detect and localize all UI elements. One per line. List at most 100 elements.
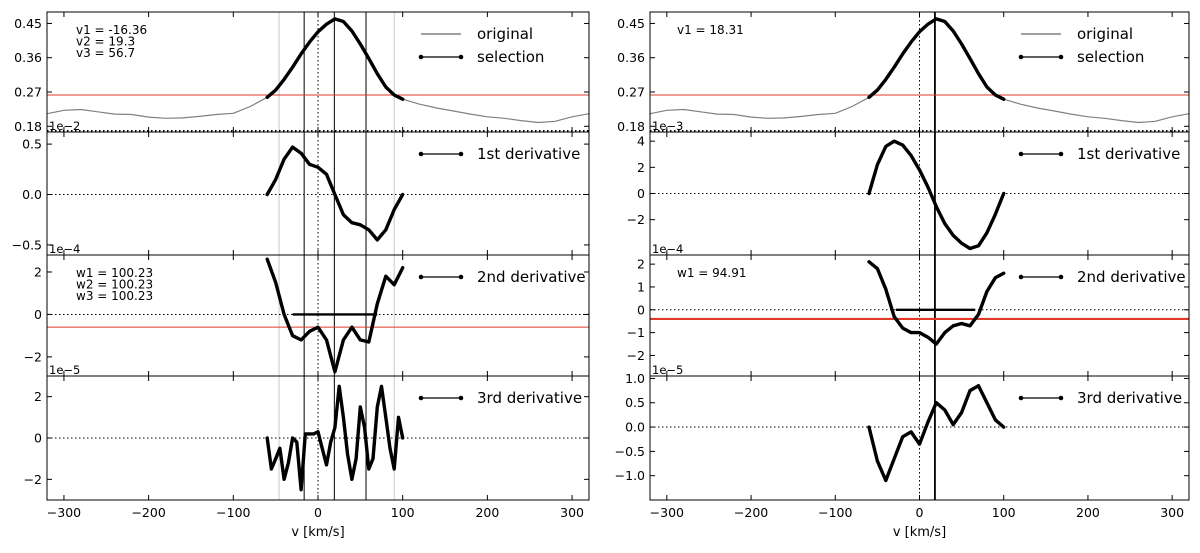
annotation-text: v1 = 18.31 xyxy=(677,23,744,37)
legend-marker xyxy=(458,54,464,60)
panel-spectrum: 0.18 0.27 0.36 0.45 1e−3 v1 = 18.31 original se… xyxy=(617,11,1190,134)
y-tick-label: 0.5 xyxy=(625,395,645,410)
legend-label: 3rd derivative xyxy=(1077,389,1182,407)
y-tick-label: 0.0 xyxy=(625,420,645,435)
y-tick-label: 1 xyxy=(637,279,645,294)
series-3rd-derivative xyxy=(265,384,405,492)
y-tick-label: −2 xyxy=(627,348,645,363)
panel-d1: −0.5 0.0 0.5 1e−4 1st derivative xyxy=(12,131,590,256)
y-tick-label: 2 xyxy=(637,160,645,175)
legend-marker xyxy=(1058,274,1064,280)
annotation-text: w1 = 94.91 xyxy=(677,266,747,280)
y-tick-label: 0 xyxy=(34,307,42,322)
x-tick-label: −100 xyxy=(216,505,250,520)
legend-label: selection xyxy=(477,48,544,66)
legend-marker xyxy=(458,274,464,280)
panel-d3: −1.0 −0.5 0.0 0.5 1.0 3rd derivative xyxy=(615,371,1190,501)
y-tick-label: 1.0 xyxy=(625,371,645,386)
legend-marker xyxy=(458,151,464,157)
x-tick-label: −200 xyxy=(131,505,165,520)
offset-text: 1e−2 xyxy=(49,119,80,133)
series-1st-derivative xyxy=(867,139,1006,251)
legend-label: 1st derivative xyxy=(477,145,580,163)
y-tick-label: 2 xyxy=(34,264,42,279)
x-axis-label: v [km/s] xyxy=(893,525,946,540)
plot-area xyxy=(47,132,589,255)
legend-marker xyxy=(1018,395,1024,401)
annotation-text: w1 = 100.23 xyxy=(76,266,153,280)
plot-area xyxy=(650,376,1189,500)
y-tick-label: 0.45 xyxy=(617,16,645,31)
subfigure-right: 0.18 0.27 0.36 0.45 1e−3 v1 = 18.31 original se… xyxy=(615,11,1190,540)
offset-text: 1e−5 xyxy=(49,363,80,377)
offset-text: 1e−4 xyxy=(652,242,683,256)
y-tick-label: 0.27 xyxy=(14,85,42,100)
legend-marker xyxy=(1058,54,1064,60)
x-tick-label: 200 xyxy=(1076,505,1100,520)
legend-label: selection xyxy=(1077,48,1144,66)
y-tick-label: 0.45 xyxy=(14,16,42,31)
x-tick-label: −100 xyxy=(818,505,852,520)
series-selection xyxy=(265,17,405,101)
legend-marker xyxy=(418,54,424,60)
x-tick-label: 100 xyxy=(391,505,415,520)
legend-marker xyxy=(418,151,424,157)
legend-marker xyxy=(1058,151,1064,157)
y-tick-label: 0.36 xyxy=(14,50,42,65)
y-tick-label: 0 xyxy=(637,302,645,317)
legend-label: 3rd derivative xyxy=(477,389,582,407)
series-1st-derivative xyxy=(265,145,405,242)
y-tick-label: −1.0 xyxy=(615,468,645,483)
y-tick-label: 0.18 xyxy=(617,119,645,134)
legend-label: original xyxy=(477,25,533,43)
legend-marker xyxy=(1018,274,1024,280)
x-tick-label: 100 xyxy=(992,505,1016,520)
panel-d1: −2 0 2 4 1e−4 1st derivative xyxy=(627,131,1190,256)
x-tick-label: −200 xyxy=(734,505,768,520)
x-tick-label: 300 xyxy=(1160,505,1184,520)
legend-marker xyxy=(458,395,464,401)
plot-area xyxy=(650,132,1189,255)
x-tick-label: −300 xyxy=(47,505,81,520)
legend-label: original xyxy=(1077,25,1133,43)
y-tick-label: −1 xyxy=(627,325,645,340)
legend-marker xyxy=(418,274,424,280)
series-selection xyxy=(867,17,1006,101)
plot-area xyxy=(47,376,589,500)
y-tick-label: −2 xyxy=(24,472,42,487)
legend-marker xyxy=(1018,151,1024,157)
x-tick-label: 300 xyxy=(560,505,584,520)
series-2nd-derivative xyxy=(867,260,1006,346)
x-tick-label: 200 xyxy=(475,505,499,520)
legend-marker xyxy=(1058,395,1064,401)
y-tick-label: 0.18 xyxy=(14,119,42,134)
x-axis-label: v [km/s] xyxy=(291,525,344,540)
y-tick-label: 0 xyxy=(34,431,42,446)
y-tick-label: −0.5 xyxy=(615,444,645,459)
annotation-text: v2 = 19.3 xyxy=(76,35,135,49)
offset-text: 1e−4 xyxy=(49,242,80,256)
series-3rd-derivative xyxy=(867,384,1006,483)
y-tick-label: −2 xyxy=(24,349,42,364)
annotation-text: v1 = -16.36 xyxy=(76,23,147,37)
plot-area xyxy=(650,255,1189,376)
y-tick-label: 4 xyxy=(637,134,645,149)
legend-marker xyxy=(1018,54,1024,60)
annotation-text: v3 = 56.7 xyxy=(76,46,135,60)
annotation-text: w3 = 100.23 xyxy=(76,289,153,303)
legend-marker xyxy=(418,395,424,401)
offset-text: 1e−3 xyxy=(652,119,683,133)
legend-label: 2nd derivative xyxy=(477,268,586,286)
panel-d2: −2 −1 0 1 2 1e−5 w1 = 94.91 2nd derivative xyxy=(627,254,1190,377)
y-tick-label: 0 xyxy=(637,186,645,201)
y-tick-label: 2 xyxy=(34,389,42,404)
y-tick-label: 0.27 xyxy=(617,85,645,100)
plot-area xyxy=(47,255,589,376)
x-tick-label: −300 xyxy=(650,505,684,520)
y-tick-label: −0.5 xyxy=(12,237,42,252)
legend-label: 2nd derivative xyxy=(1077,268,1186,286)
